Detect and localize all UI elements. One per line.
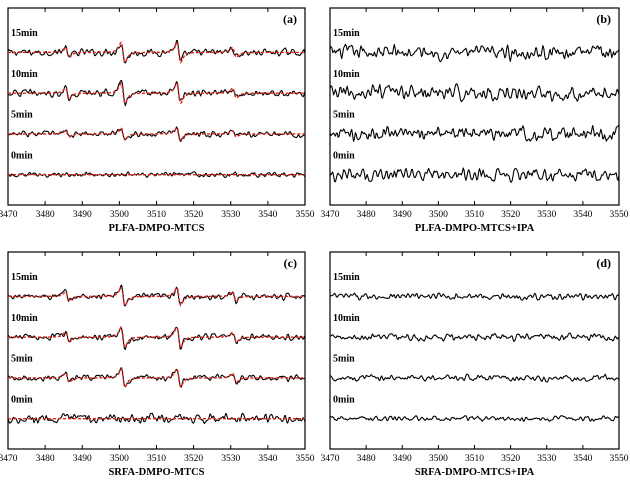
experimental-trace: [7, 39, 306, 64]
experimental-trace: [329, 292, 620, 301]
trace-label: 0min: [333, 394, 355, 405]
trace-label: 0min: [11, 394, 33, 405]
trace-label: 15min: [333, 28, 360, 39]
trace-label: 10min: [11, 313, 38, 324]
x-tick-label: 3510: [465, 454, 484, 464]
panel-label: (c): [284, 256, 297, 270]
experimental-trace: [7, 412, 306, 425]
x-tick-label: 3470: [0, 210, 18, 220]
trace-label: 0min: [11, 150, 33, 161]
x-tick-label: 3530: [221, 454, 240, 464]
simulated-trace: [8, 286, 305, 307]
x-tick-label: 3500: [429, 210, 448, 220]
x-tick-label: 3490: [73, 454, 92, 464]
trace-label: 0min: [333, 150, 355, 161]
x-tick-label: 3540: [573, 210, 592, 220]
experimental-trace: [329, 167, 620, 183]
x-tick-label: 3480: [36, 454, 55, 464]
x-tick-label: 3510: [465, 210, 484, 220]
x-tick-label: 3550: [296, 210, 315, 220]
chart-panel-2: 3470 3480 3490 3500 3510 3520 3530 3540 3550 SRFA…: [0, 251, 315, 478]
experimental-trace: [329, 332, 620, 342]
experimental-trace: [329, 124, 620, 142]
experimental-trace: [7, 79, 306, 107]
trace-label: 5min: [11, 110, 33, 121]
x-tick-label: 3550: [610, 210, 629, 220]
x-tick-label: 3470: [321, 454, 340, 464]
x-tick-label: 3520: [184, 454, 203, 464]
experimental-trace: [329, 415, 620, 422]
experimental-trace: [329, 43, 620, 63]
trace-label: 5min: [333, 354, 355, 365]
experimental-trace: [7, 284, 306, 307]
trace-label: 15min: [11, 28, 38, 39]
simulated-trace: [8, 126, 305, 141]
x-axis-title: SRFA-DMPO-MTCS: [108, 467, 204, 478]
x-tick-label: 3500: [110, 454, 129, 464]
x-tick-label: 3510: [147, 454, 166, 464]
trace-label: 5min: [11, 354, 33, 365]
x-tick-label: 3550: [296, 454, 315, 464]
trace-label: 10min: [11, 69, 38, 80]
x-tick-label: 3470: [0, 454, 18, 464]
simulated-trace: [8, 41, 305, 64]
x-tick-label: 3470: [321, 210, 340, 220]
experimental-trace: [7, 367, 306, 388]
x-tick-label: 3530: [537, 210, 556, 220]
trace-label: 5min: [333, 110, 355, 121]
trace-label: 10min: [333, 313, 360, 324]
x-tick-label: 3480: [357, 454, 376, 464]
x-tick-label: 3540: [258, 454, 277, 464]
experimental-trace: [329, 373, 620, 383]
chart-panel-3: 3470 3480 3490 3500 3510 3520 3530 3540 3550 SRFA…: [321, 251, 629, 478]
panel-label: (a): [283, 12, 297, 26]
x-tick-label: 3520: [501, 454, 520, 464]
chart-panel-1: 3470 3480 3490 3500 3510 3520 3530 3540 3550 PLFA…: [321, 7, 629, 234]
trace-label: 15min: [333, 272, 360, 283]
x-tick-label: 3480: [36, 210, 55, 220]
simulated-trace: [8, 367, 305, 389]
x-tick-label: 3500: [110, 210, 129, 220]
x-tick-label: 3480: [357, 210, 376, 220]
x-tick-label: 3520: [501, 210, 520, 220]
x-tick-label: 3530: [537, 454, 556, 464]
chart-panel-0: 3470 3480 3490 3500 3510 3520 3530 3540 3550 PLFA…: [0, 7, 315, 234]
x-tick-label: 3490: [393, 210, 412, 220]
x-tick-label: 3500: [429, 454, 448, 464]
panel-label: (d): [596, 256, 611, 270]
x-tick-label: 3540: [573, 454, 592, 464]
panel-label: (b): [596, 12, 611, 26]
trace-label: 10min: [333, 69, 360, 80]
x-tick-label: 3550: [610, 454, 629, 464]
experimental-trace: [329, 83, 620, 103]
x-axis-title: PLFA-DMPO-MTCS+IPA: [415, 223, 535, 234]
x-tick-label: 3530: [221, 210, 240, 220]
x-axis-title: SRFA-DMPO-MTCS+IPA: [415, 467, 535, 478]
experimental-trace: [7, 326, 306, 350]
x-tick-label: 3540: [258, 210, 277, 220]
x-tick-label: 3510: [147, 210, 166, 220]
trace-label: 15min: [11, 272, 38, 283]
x-tick-label: 3490: [393, 454, 412, 464]
x-tick-label: 3490: [73, 210, 92, 220]
x-axis-title: PLFA-DMPO-MTCS: [108, 223, 204, 234]
x-tick-label: 3520: [184, 210, 203, 220]
